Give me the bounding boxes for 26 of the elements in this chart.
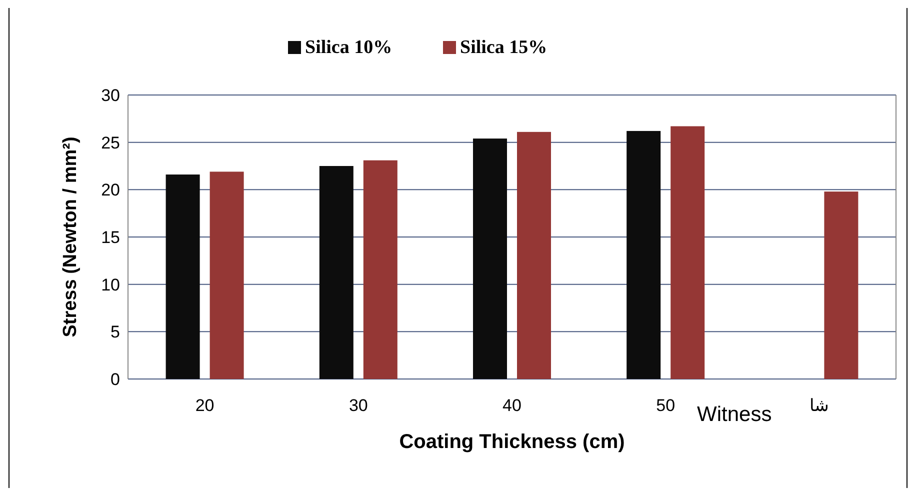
- legend-label: Silica 10%: [305, 37, 392, 58]
- y-tick-label: 15: [101, 228, 120, 247]
- x-tick-label: 20: [195, 396, 214, 415]
- x-tick-label: 50: [656, 396, 676, 415]
- y-tick-label: 30: [101, 86, 120, 105]
- bar: [824, 192, 858, 379]
- bar: [166, 174, 200, 379]
- x-tick-label: 40: [502, 396, 522, 415]
- x-axis-title: Coating Thickness (cm): [399, 431, 625, 453]
- y-tick-label: 0: [110, 370, 120, 389]
- bar: [363, 160, 398, 379]
- x-tick-label: شا: [809, 396, 829, 415]
- bar: [473, 138, 507, 379]
- text: Witness: [697, 403, 772, 426]
- bar: [210, 172, 244, 379]
- y-tick-label: 25: [101, 133, 120, 152]
- bar: [517, 132, 551, 379]
- y-tick-label: 20: [101, 180, 120, 200]
- x-tick-label: 30: [348, 396, 368, 415]
- y-axis-title: Stress (Newton / mm²): [60, 136, 81, 338]
- bar: [626, 130, 661, 379]
- bar: [319, 166, 354, 379]
- legend-label: Silica 15%: [460, 37, 548, 58]
- y-tick-label: 10: [101, 275, 120, 294]
- y-tick-label: 5: [110, 322, 120, 342]
- bar: [670, 126, 705, 379]
